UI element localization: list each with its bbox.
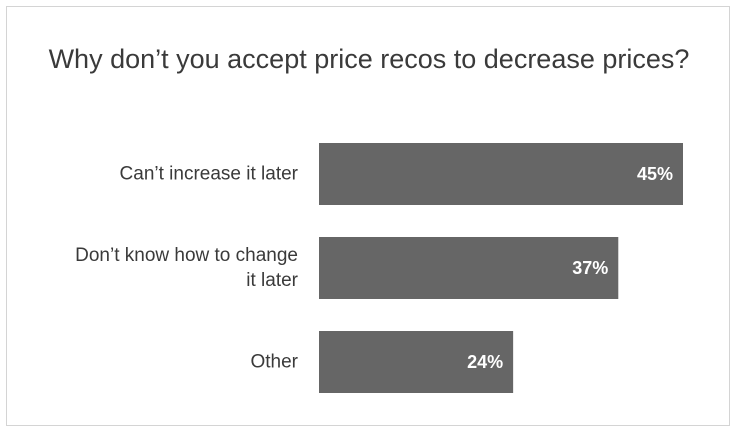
category-label-line: Can’t increase it later	[120, 164, 299, 185]
bar-1	[319, 143, 683, 205]
chart-title: Why don’t you accept price recos to decr…	[48, 44, 690, 74]
category-label-1: Can’t increase it later	[120, 164, 299, 185]
category-label-3: Other	[250, 352, 298, 373]
category-label-line: it later	[246, 270, 298, 291]
bar-value-label-3: 24%	[467, 352, 503, 372]
category-label-line: Don’t know how to change	[75, 245, 298, 266]
bar-value-label-2: 37%	[572, 258, 608, 278]
category-label-2: Don’t know how to change it later	[75, 245, 299, 291]
category-label-line: Other	[250, 352, 298, 373]
bar-value-label-1: 45%	[637, 164, 673, 184]
bar-2	[319, 237, 619, 299]
bar-3	[319, 331, 514, 393]
